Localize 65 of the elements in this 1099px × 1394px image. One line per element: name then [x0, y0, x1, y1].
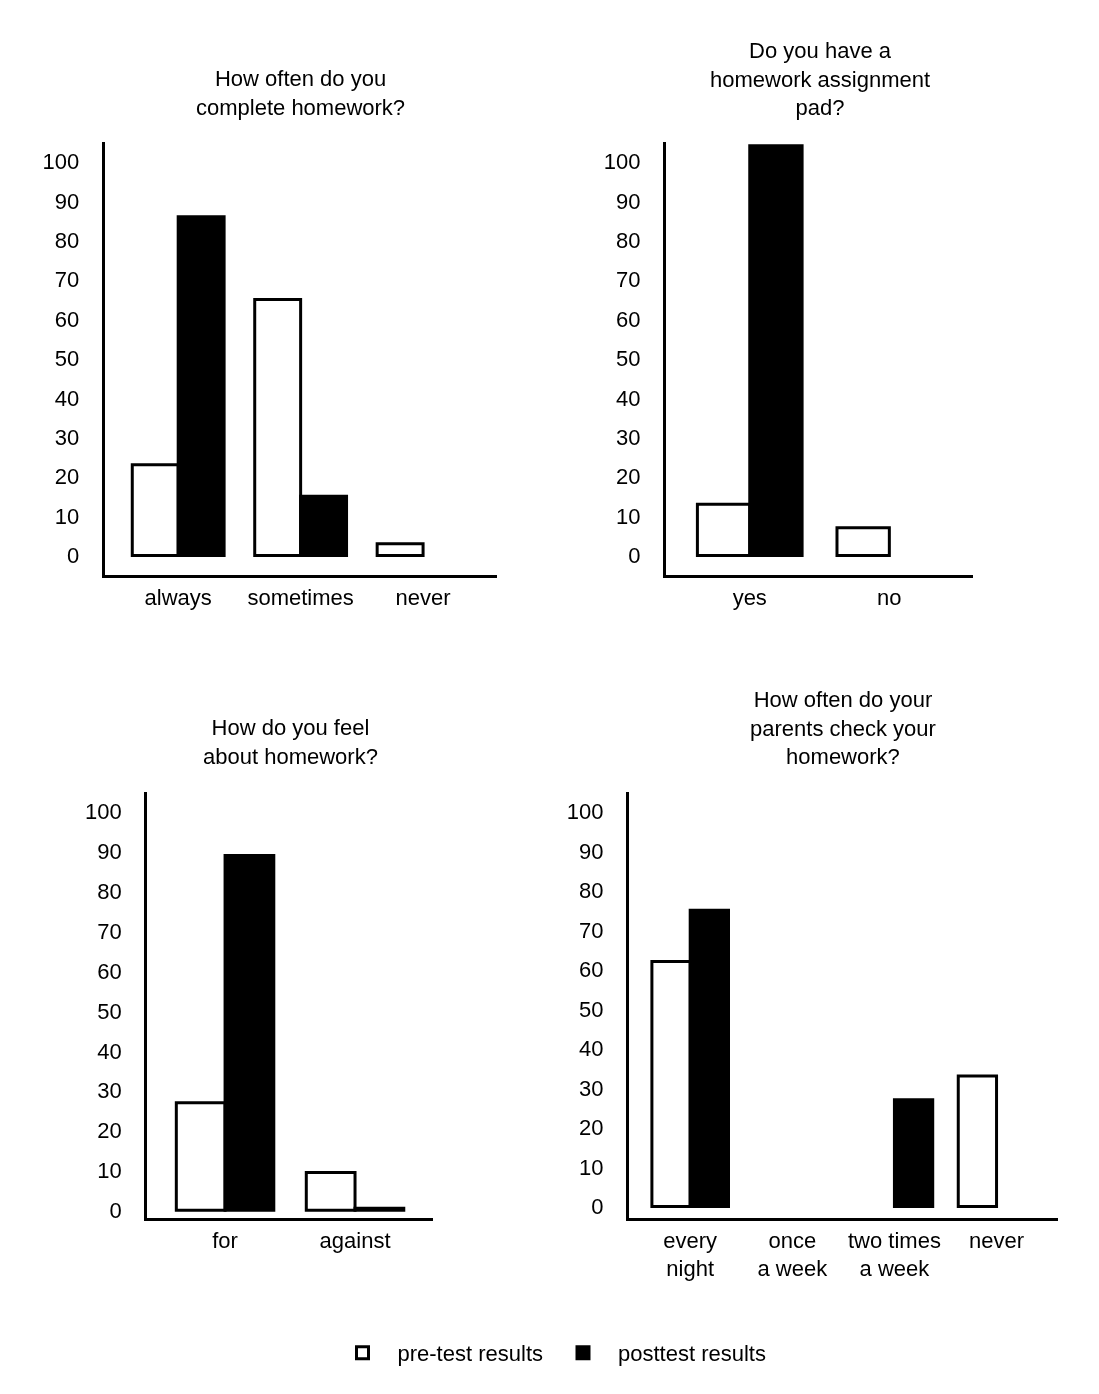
bar [835, 526, 891, 557]
y-tick-label: 100 [84, 799, 122, 825]
y-tick-label: 20 [97, 1118, 122, 1144]
y-tick-label: 50 [97, 998, 122, 1024]
y-tick-label: 80 [97, 879, 122, 905]
y-tick-label: 50 [616, 346, 641, 372]
y-tick-label: 30 [616, 424, 641, 450]
y-tick-label: 80 [54, 228, 80, 254]
x-tick-label: two times a week [847, 1227, 941, 1282]
y-tick-label: 50 [579, 996, 604, 1022]
y-tick-label: 0 [109, 1198, 122, 1224]
y-tick-label: 100 [42, 149, 80, 175]
y-tick-label: 30 [54, 424, 80, 450]
y-tick-label: 90 [579, 838, 604, 864]
y-tick-label: 90 [97, 839, 122, 865]
y-tick-label: 20 [579, 1115, 604, 1141]
x-tick-label: always [144, 584, 212, 610]
y-tick-label: 70 [97, 918, 122, 944]
y-tick-label: 10 [97, 1158, 122, 1184]
y-tick-label: 10 [579, 1154, 604, 1180]
y-tick-label: 20 [54, 464, 80, 490]
y-tick-label: 50 [54, 346, 80, 372]
y-tick-label: 0 [591, 1194, 604, 1220]
chart-title: Do you have a homework assignment pad? [710, 38, 931, 121]
x-tick-label: every night [663, 1227, 718, 1282]
x-tick-label: no [877, 584, 902, 610]
chart-title: How often do your parents check your homework? [750, 687, 936, 770]
y-tick-label: 60 [616, 306, 641, 332]
y-tick-label: 60 [579, 957, 604, 983]
y-tick-label: 40 [579, 1036, 604, 1062]
y-tick-label: 60 [97, 958, 122, 984]
y-tick-label: 10 [616, 503, 641, 529]
x-tick-label: never [969, 1227, 1025, 1253]
x-tick-label: for [212, 1227, 238, 1253]
y-tick-label: 80 [616, 228, 641, 254]
x-tick-label: against [319, 1227, 391, 1253]
y-tick-label: 40 [54, 385, 80, 411]
chart-title: How do you feel about homework? [203, 715, 378, 769]
x-tick-label: sometimes [247, 584, 354, 610]
bar [375, 542, 425, 557]
x-tick-label: never [395, 584, 451, 610]
y-tick-label: 70 [54, 267, 80, 293]
x-tick-label: yes [732, 584, 767, 610]
y-tick-label: 70 [579, 917, 604, 943]
chart-title: How often do you complete homework? [196, 66, 406, 120]
y-tick-label: 70 [616, 267, 641, 293]
y-tick-label: 40 [97, 1038, 122, 1064]
y-tick-label: 100 [566, 799, 604, 825]
y-tick-label: 40 [616, 385, 641, 411]
bar [892, 1098, 935, 1208]
legend-label: pre-test results [397, 1341, 543, 1367]
y-tick-label: 80 [579, 878, 604, 904]
bar [956, 1074, 999, 1208]
y-tick-label: 0 [67, 543, 80, 569]
y-tick-label: 20 [616, 464, 641, 490]
y-tick-label: 60 [54, 306, 80, 332]
y-tick-label: 100 [603, 149, 641, 175]
y-tick-label: 90 [54, 188, 80, 214]
y-tick-label: 30 [579, 1075, 604, 1101]
y-tick-label: 90 [616, 188, 641, 214]
legend-label: posttest results [618, 1341, 766, 1367]
x-tick-label: once a week [757, 1227, 829, 1282]
y-tick-label: 10 [54, 503, 80, 529]
y-tick-label: 0 [628, 543, 641, 569]
y-tick-label: 30 [97, 1078, 122, 1104]
